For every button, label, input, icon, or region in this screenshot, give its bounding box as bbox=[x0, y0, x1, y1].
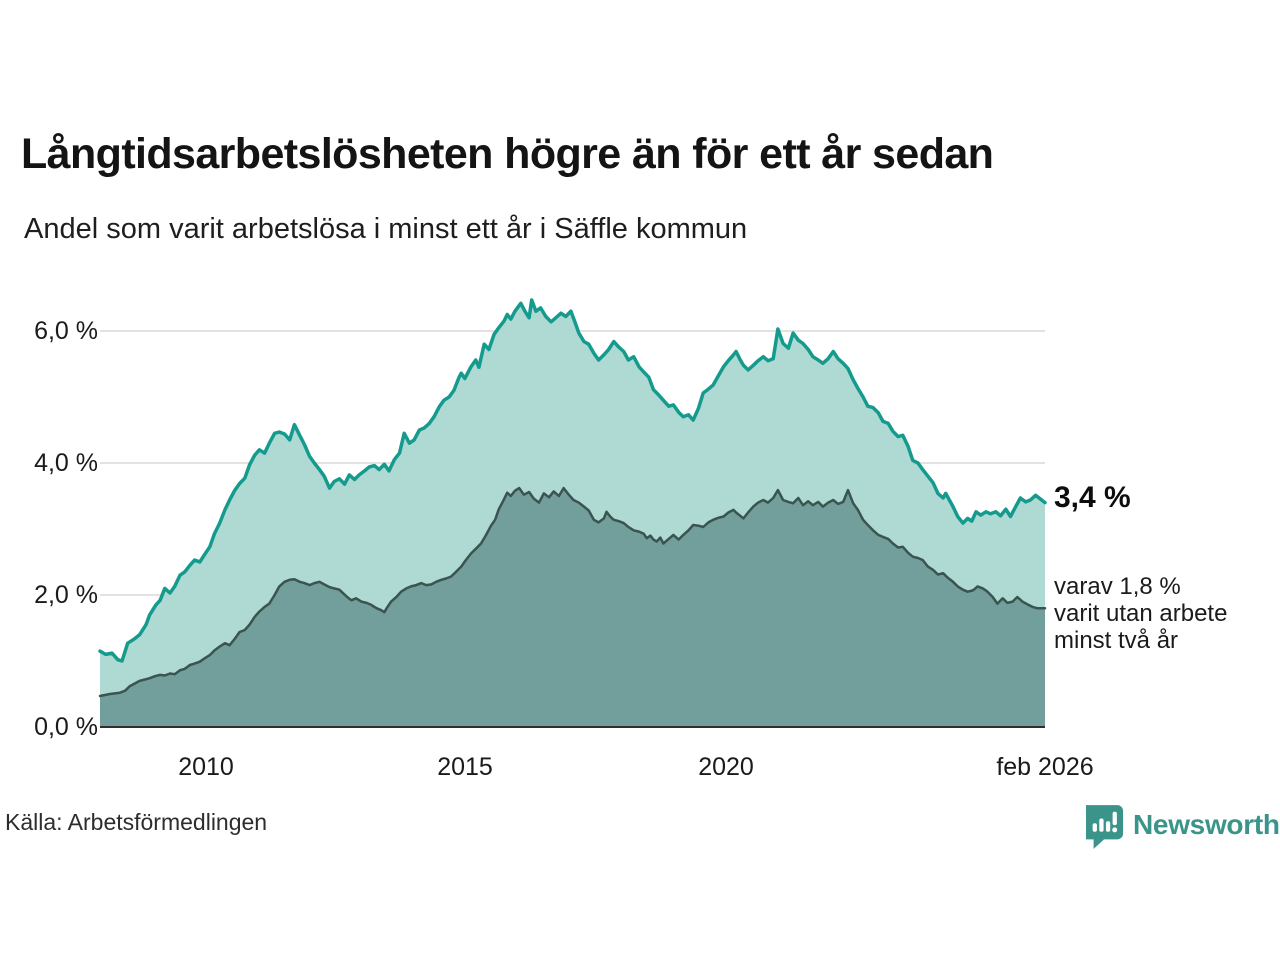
annotation-two-years: varav 1,8 % varit utan arbete minst två … bbox=[1054, 573, 1227, 654]
newsworthy-logo: Newsworthy bbox=[1081, 804, 1280, 855]
annotation-line-1: varav 1,8 % bbox=[1054, 573, 1181, 600]
x-axis-tick-2010: 2010 bbox=[178, 753, 234, 781]
annotation-line-2: varit utan arbete bbox=[1054, 600, 1228, 627]
x-axis-tick-2015: 2015 bbox=[437, 753, 493, 781]
y-axis-tick-0: 0,0 % bbox=[34, 713, 98, 741]
newsworthy-bubble-chart-icon bbox=[1081, 804, 1124, 855]
page-title: Långtidsarbetslösheten högre än för ett … bbox=[21, 130, 994, 178]
y-axis-tick-6: 6,0 % bbox=[34, 317, 98, 345]
annotation-line-3: minst två år bbox=[1054, 627, 1179, 654]
y-axis-tick-4: 4,0 % bbox=[34, 449, 98, 477]
newsworthy-wordmark: Newsworthy bbox=[1133, 809, 1280, 840]
latest-value-label: 3,4 % bbox=[1054, 481, 1131, 514]
x-axis-tick-2020: 2020 bbox=[698, 753, 754, 781]
y-axis-tick-2: 2,0 % bbox=[34, 581, 98, 609]
source-note: Källa: Arbetsförmedlingen bbox=[5, 809, 268, 835]
x-axis-tick-feb-2026: feb 2026 bbox=[996, 753, 1094, 781]
page-subtitle: Andel som varit arbetslösa i minst ett å… bbox=[24, 213, 748, 245]
